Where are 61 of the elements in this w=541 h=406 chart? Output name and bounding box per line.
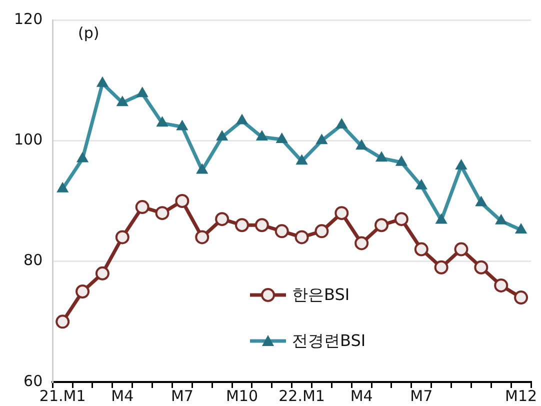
point (236, 114, 248, 124)
point (136, 87, 148, 98)
point (356, 140, 368, 150)
point (495, 214, 507, 224)
point (316, 134, 328, 144)
point (515, 223, 527, 234)
point (276, 132, 288, 143)
point (96, 76, 108, 87)
point (95, 266, 110, 280)
point (215, 212, 230, 226)
point (234, 218, 249, 232)
point (116, 96, 128, 106)
point (274, 224, 289, 238)
point (376, 152, 388, 162)
point (256, 130, 268, 141)
point (175, 194, 190, 208)
point (475, 196, 487, 206)
point (296, 154, 308, 165)
point (514, 290, 528, 305)
y-tick-label: 120 (14, 10, 43, 28)
annotation: (p) (78, 24, 100, 42)
point (334, 206, 349, 220)
point (414, 242, 428, 256)
point (454, 242, 468, 256)
x-tick-label: M7 (410, 386, 433, 405)
point (195, 230, 210, 244)
x-tick-label: 22.M1 (278, 386, 325, 405)
x-tick-label: M7 (170, 386, 194, 405)
point (394, 212, 408, 226)
point (76, 152, 88, 162)
point (474, 260, 488, 274)
x-tick-label: M4 (111, 386, 134, 405)
point (176, 120, 188, 130)
point (76, 284, 90, 298)
point (374, 218, 389, 232)
x-tick-label: M4 (350, 386, 373, 405)
point (354, 236, 369, 250)
point (314, 224, 329, 238)
point (115, 230, 130, 244)
legend-label: 전경련BSI (292, 330, 366, 352)
point (156, 116, 168, 127)
point (436, 214, 447, 224)
y-tick-label: 100 (14, 130, 43, 149)
point (254, 218, 269, 232)
point (416, 179, 428, 190)
legend-label: 한은BSI (292, 284, 350, 306)
point (56, 182, 68, 192)
point (456, 160, 467, 170)
point (56, 314, 70, 329)
point (396, 156, 408, 166)
x-tick-label: M12 (505, 386, 538, 405)
y-tick-label: 80 (24, 251, 43, 270)
x-tick-label: M10 (226, 386, 258, 405)
point (336, 118, 348, 128)
point (216, 130, 228, 141)
point (196, 164, 208, 174)
point (434, 260, 448, 274)
point (155, 206, 170, 220)
point (294, 230, 309, 244)
point (494, 278, 508, 292)
point (135, 200, 150, 214)
